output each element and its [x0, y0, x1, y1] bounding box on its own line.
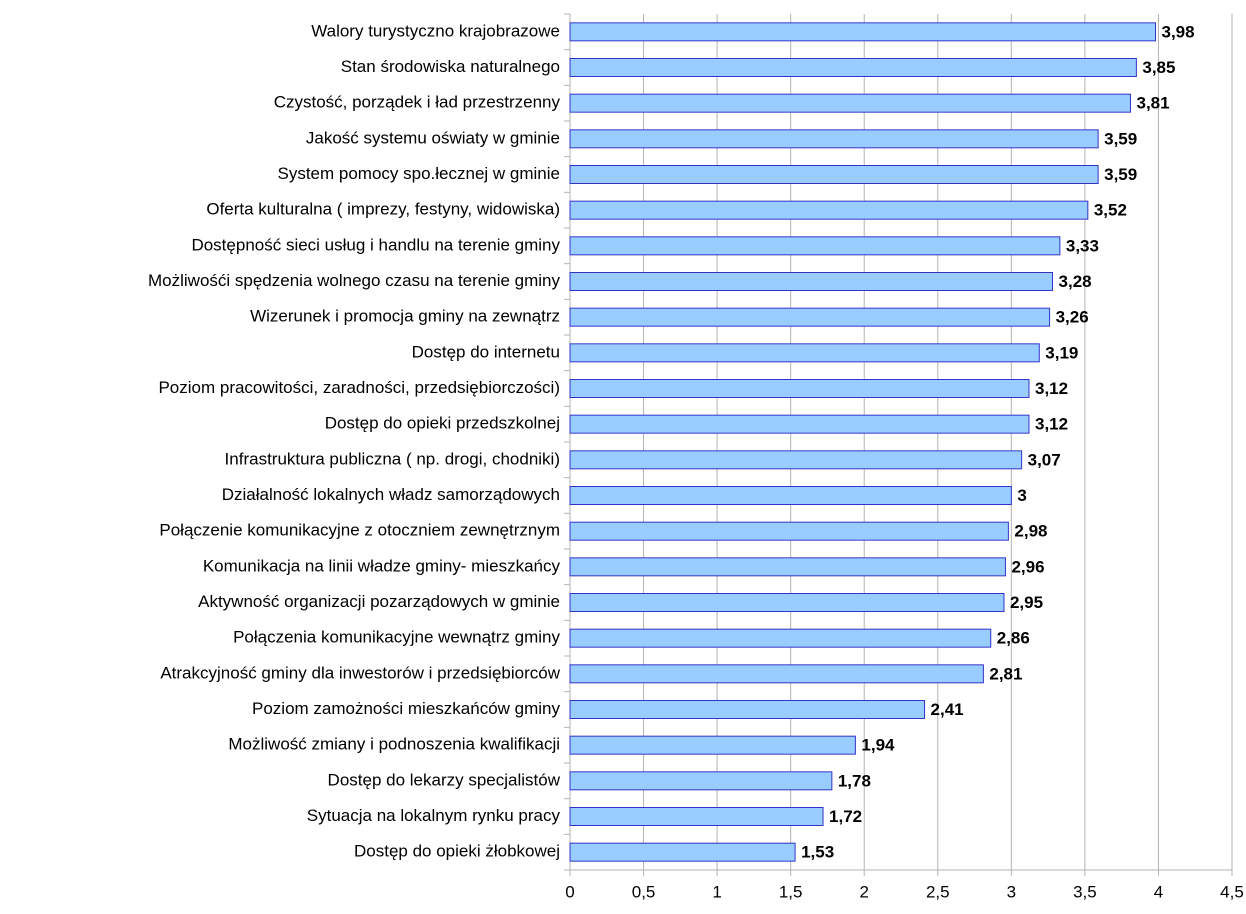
value-label: 3 — [1017, 486, 1026, 505]
x-tick-label: 1 — [712, 882, 721, 901]
x-tick-label: 4,5 — [1220, 882, 1244, 901]
bar — [570, 772, 832, 790]
y-tick-label: Walory turystyczno krajobrazowe — [311, 21, 560, 40]
value-label: 3,59 — [1104, 129, 1137, 148]
bar — [570, 736, 855, 754]
x-tick-label: 1,5 — [779, 882, 803, 901]
value-label: 3,85 — [1142, 58, 1175, 77]
y-tick-label: Oferta kulturalna ( imprezy, festyny, wi… — [206, 200, 560, 219]
bar — [570, 451, 1022, 469]
bar — [570, 94, 1130, 112]
y-tick-label: System pomocy spo.łecznej w gminie — [277, 164, 560, 183]
x-tick-label: 0 — [565, 882, 574, 901]
value-label: 2,86 — [997, 629, 1030, 648]
bar — [570, 380, 1029, 398]
value-label: 2,41 — [931, 700, 964, 719]
bar — [570, 273, 1053, 291]
y-tick-label: Dostęp do opieki przedszkolnej — [325, 414, 560, 433]
bar — [570, 522, 1008, 540]
y-tick-label: Komunikacja na linii władze gminy- miesz… — [203, 556, 561, 575]
value-label: 2,98 — [1014, 522, 1047, 541]
y-tick-label: Dostępność sieci usług i handlu na teren… — [191, 235, 560, 254]
y-tick-label: Poziom zamożności mieszkańców gminy — [252, 699, 560, 718]
bar — [570, 166, 1098, 184]
y-tick-label: Połączenia komunikacyjne wewnątrz gminy — [233, 628, 560, 647]
bar — [570, 201, 1088, 219]
bar — [570, 665, 983, 683]
value-label: 3,12 — [1035, 415, 1068, 434]
y-tick-label: Czystość, porządek i ład przestrzenny — [274, 93, 561, 112]
value-label: 2,96 — [1011, 557, 1044, 576]
bar — [570, 629, 991, 647]
y-tick-label: Sytuacja na lokalnym rynku pracy — [307, 806, 561, 825]
bar — [570, 701, 925, 719]
y-tick-label: Stan środowiska naturalnego — [341, 57, 560, 76]
value-label: 2,81 — [989, 664, 1022, 683]
y-tick-label: Aktywność organizacji pozarządowych w gm… — [198, 592, 560, 611]
value-label: 3,19 — [1045, 343, 1078, 362]
y-tick-label: Dostęp do internetu — [412, 342, 560, 361]
x-tick-label: 3,5 — [1073, 882, 1097, 901]
x-tick-label: 4 — [1154, 882, 1163, 901]
x-tick-label: 2,5 — [926, 882, 950, 901]
bar — [570, 558, 1005, 576]
bar — [570, 415, 1029, 433]
bar — [570, 308, 1050, 326]
value-label: 3,12 — [1035, 379, 1068, 398]
value-label: 3,33 — [1066, 236, 1099, 255]
value-label: 3,81 — [1136, 94, 1169, 113]
chart: 0 0,5 1 1,5 2 2,5 3 3,5 4 4,5 Walory turystyczno k… — [0, 0, 1246, 909]
value-label: 3,52 — [1094, 201, 1127, 220]
bar — [570, 594, 1004, 612]
y-tick-label: Poziom pracowitości, zaradności, przedsi… — [158, 378, 560, 397]
y-tick-label: Dostęp do opieki żłobkowej — [354, 842, 560, 861]
y-tick-label: Możliwośći spędzenia wolnego czasu na te… — [148, 271, 560, 290]
bar — [570, 843, 795, 861]
y-tick-label: Połączenie komunikacyjne z otoczniem zew… — [159, 521, 560, 540]
bar — [570, 487, 1011, 505]
y-tick-label: Atrakcyjność gminy dla inwestorów i prze… — [160, 663, 560, 682]
bar — [570, 59, 1136, 77]
bar — [570, 23, 1156, 41]
bar — [570, 344, 1039, 362]
value-label: 1,78 — [838, 771, 871, 790]
value-label: 3,28 — [1059, 272, 1092, 291]
value-label: 3,07 — [1028, 450, 1061, 469]
y-tick-label: Działalność lokalnych władz samorządowyc… — [222, 485, 560, 504]
value-label: 1,53 — [801, 843, 834, 862]
y-tick-label: Wizerunek i promocja gminy na zewnątrz — [250, 307, 560, 326]
x-tick-label: 0,5 — [632, 882, 656, 901]
y-tick-label: Możliwość zmiany i podnoszenia kwalifika… — [228, 735, 560, 754]
y-tick-label: Jakość systemu oświaty w gminie — [306, 128, 560, 147]
value-label: 2,95 — [1010, 593, 1043, 612]
value-label: 1,72 — [829, 807, 862, 826]
value-label: 1,94 — [861, 736, 895, 755]
value-label: 3,98 — [1162, 22, 1195, 41]
bar — [570, 237, 1060, 255]
x-tick-label: 2 — [859, 882, 868, 901]
y-tick-label: Dostęp do lekarzy specjalistów — [328, 770, 561, 789]
value-label: 3,59 — [1104, 165, 1137, 184]
bar — [570, 130, 1098, 148]
x-tick-label: 3 — [1007, 882, 1016, 901]
value-label: 3,26 — [1056, 308, 1089, 327]
y-tick-label: Infrastruktura publiczna ( np. drogi, ch… — [225, 449, 560, 468]
bar — [570, 808, 823, 826]
